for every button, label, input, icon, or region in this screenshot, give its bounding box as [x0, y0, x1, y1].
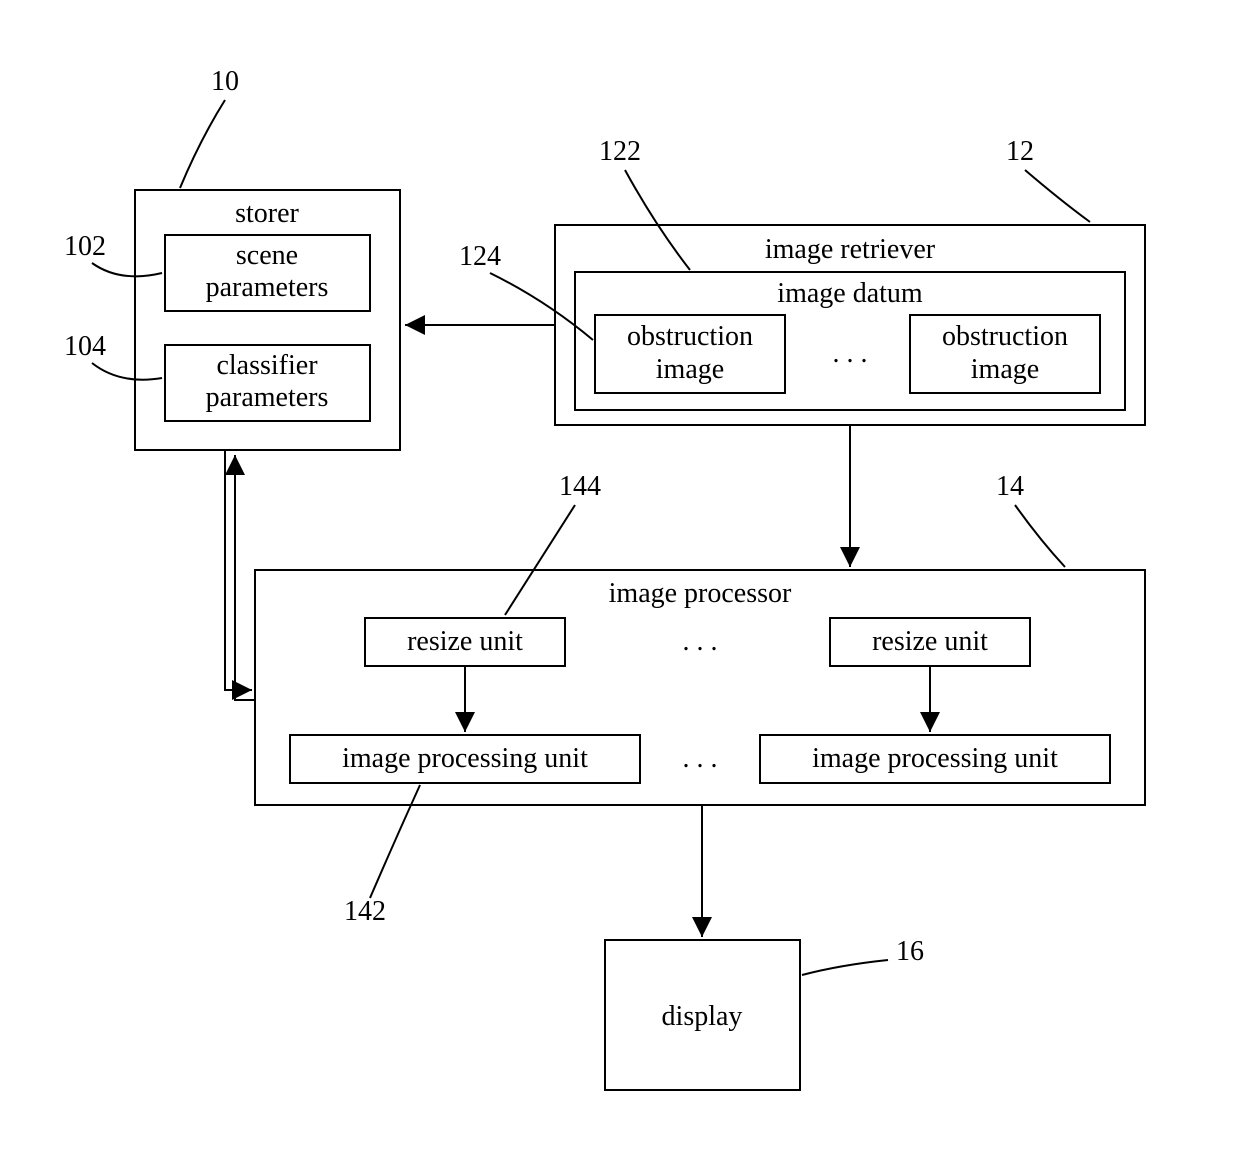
ref-16: 16 [896, 936, 924, 967]
ref-104: 104 [64, 331, 106, 362]
processor-title: image processor [609, 578, 792, 609]
storer-block: storer scene parameters classifier param… [135, 190, 400, 450]
arrow-storer-processor [225, 450, 252, 690]
image-datum-title: image datum [777, 278, 923, 309]
scene-parameters-line1: scene [236, 240, 298, 271]
image-retriever-block: image retriever image datum obstruction … [555, 225, 1145, 425]
scene-parameters-line2: parameters [206, 272, 329, 303]
obstruction-1-line1: obstruction [627, 321, 753, 352]
ref-12: 12 [1006, 136, 1034, 167]
image-processor-block: image processor resize unit . . . resize… [255, 570, 1145, 805]
leader-16 [802, 960, 888, 975]
classifier-parameters-line2: parameters [206, 382, 329, 413]
ipu-2: image processing unit [812, 743, 1058, 774]
obstruction-2-line2: image [971, 354, 1039, 385]
ref-144: 144 [559, 471, 601, 502]
ref-102: 102 [64, 231, 106, 262]
storer-title: storer [235, 198, 299, 229]
ipu-1: image processing unit [342, 743, 588, 774]
ipu-ellipsis: . . . [683, 743, 718, 774]
ref-14: 14 [996, 471, 1024, 502]
arrow-processor-storer [235, 455, 255, 700]
obstruction-ellipsis: . . . [833, 338, 868, 369]
obstruction-1-line2: image [656, 354, 724, 385]
resize-unit-1: resize unit [407, 626, 523, 657]
ref-10: 10 [211, 66, 239, 97]
resize-unit-2: resize unit [872, 626, 988, 657]
ref-142: 142 [344, 896, 386, 927]
resize-ellipsis: . . . [683, 626, 718, 657]
leader-14 [1015, 505, 1065, 567]
classifier-parameters-line1: classifier [216, 350, 318, 381]
obstruction-2-line1: obstruction [942, 321, 1068, 352]
ref-124: 124 [459, 241, 501, 272]
leader-12 [1025, 170, 1090, 222]
display-block: display [605, 940, 800, 1090]
retriever-title: image retriever [765, 234, 936, 265]
leader-10 [180, 100, 225, 188]
display-label: display [662, 1001, 743, 1032]
ref-122: 122 [599, 136, 641, 167]
